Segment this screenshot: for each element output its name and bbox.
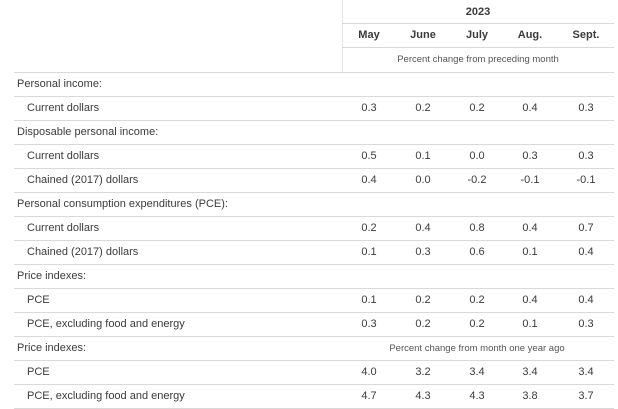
table-row: PCE, excluding food and energy 4.7 4.3 4.3 3…	[14, 385, 614, 409]
value-cell: 0.1	[522, 246, 538, 258]
value-cell: 0.6	[469, 246, 485, 258]
month-heading-aug: Aug.	[517, 29, 543, 41]
year-heading: 2023	[342, 0, 614, 24]
data-table: 2023 May June July Aug. Sept. Percent ch…	[14, 0, 614, 409]
section-label: Disposable personal income:	[17, 126, 159, 138]
value-cell: 0.2	[415, 102, 431, 114]
table-row: PCE 4.0 3.2 3.4 3.4 3.4	[14, 361, 614, 385]
value-cell: 0.2	[415, 294, 431, 306]
header-bottom-rule	[14, 72, 614, 73]
table-row: Current dollars 0.2 0.4 0.8 0.4 0.7	[14, 217, 614, 241]
value-cell: 0.4	[522, 294, 538, 306]
value-cell: -0.2	[467, 174, 487, 186]
section-label: Price indexes:	[17, 342, 87, 354]
table-row: Chained (2017) dollars 0.1 0.3 0.6 0.1 0.4	[14, 241, 614, 265]
value-cell: 0.4	[578, 246, 594, 258]
header-rule	[342, 47, 614, 48]
value-cell: 3.4	[469, 366, 485, 378]
table-body: Personal income: Current dollars 0.3 0.2 0.2…	[14, 73, 614, 409]
value-cell: 0.1	[522, 318, 538, 330]
value-cell: -0.1	[520, 174, 540, 186]
section-label: Price indexes:	[17, 270, 87, 282]
value-cell: 0.0	[415, 174, 431, 186]
value-cell: 0.3	[361, 318, 377, 330]
section-label: Personal consumption expenditures (PCE):	[17, 198, 228, 210]
table-row: Chained (2017) dollars 0.4 0.0 -0.2 -0.1 -0.1	[14, 169, 614, 193]
value-cell: 0.3	[578, 150, 594, 162]
row-label: Chained (2017) dollars	[27, 246, 139, 258]
value-cell: 3.7	[578, 390, 594, 402]
value-cell: 0.2	[469, 318, 485, 330]
table-row: Current dollars 0.5 0.1 0.0 0.3 0.3	[14, 145, 614, 169]
section-row: Disposable personal income:	[14, 121, 614, 145]
month-heading-sept: Sept.	[572, 29, 600, 41]
value-cell: 4.7	[361, 390, 377, 402]
section-row: Price indexes:	[14, 265, 614, 289]
value-cell: 0.8	[469, 222, 485, 234]
value-cell: 0.4	[361, 174, 377, 186]
row-label: Chained (2017) dollars	[27, 174, 139, 186]
value-cell: 0.2	[469, 294, 485, 306]
value-cell: 0.1	[361, 246, 377, 258]
header-divider	[342, 0, 343, 73]
table-row: PCE 0.1 0.2 0.2 0.4 0.4	[14, 289, 614, 313]
section-row: Personal consumption expenditures (PCE):	[14, 193, 614, 217]
table-row: PCE, excluding food and energy 0.3 0.2 0.2 0…	[14, 313, 614, 337]
value-cell: 0.4	[522, 222, 538, 234]
value-cell: 0.4	[415, 222, 431, 234]
value-cell: 4.0	[361, 366, 377, 378]
value-cell: 0.4	[578, 294, 594, 306]
month-headings: May June July Aug. Sept.	[14, 24, 614, 48]
value-cell: 0.3	[578, 318, 594, 330]
row-label: Current dollars	[27, 150, 100, 162]
value-cell: 4.3	[469, 390, 485, 402]
row-label: PCE	[27, 294, 50, 306]
value-cell: 0.3	[415, 246, 431, 258]
value-cell: 0.7	[578, 222, 594, 234]
month-heading-july: July	[465, 29, 488, 41]
value-cell: 3.2	[415, 366, 431, 378]
value-cell: 0.2	[469, 102, 485, 114]
value-cell: 3.4	[522, 366, 538, 378]
row-label: Current dollars	[27, 222, 100, 234]
value-cell: 0.0	[469, 150, 485, 162]
value-cell: 0.3	[578, 102, 594, 114]
month-heading-may: May	[358, 29, 380, 41]
section-label: Personal income:	[17, 78, 102, 90]
month-heading-june: June	[410, 29, 436, 41]
value-cell: -0.1	[576, 174, 596, 186]
value-cell: 0.5	[361, 150, 377, 162]
value-cell: 0.1	[361, 294, 377, 306]
section-row: Personal income:	[14, 73, 614, 97]
section-row: Price indexes: Percent change from month …	[14, 337, 614, 361]
header-note: Percent change from preceding month	[397, 54, 559, 65]
value-cell: 3.4	[578, 366, 594, 378]
row-label: PCE, excluding food and energy	[27, 318, 185, 330]
row-label: PCE	[27, 366, 50, 378]
value-cell: 0.3	[522, 150, 538, 162]
section-note: Percent change from month one year ago	[389, 343, 565, 354]
value-cell: 0.2	[361, 222, 377, 234]
row-label: Current dollars	[27, 102, 100, 114]
value-cell: 3.8	[522, 390, 538, 402]
value-cell: 0.4	[522, 102, 538, 114]
table-row: Current dollars 0.3 0.2 0.2 0.4 0.3	[14, 97, 614, 121]
value-cell: 0.2	[415, 318, 431, 330]
table-header: 2023 May June July Aug. Sept. Percent ch…	[14, 0, 614, 73]
value-cell: 0.3	[361, 102, 377, 114]
value-cell: 0.1	[415, 150, 431, 162]
row-label: PCE, excluding food and energy	[27, 390, 185, 402]
value-cell: 4.3	[415, 390, 431, 402]
